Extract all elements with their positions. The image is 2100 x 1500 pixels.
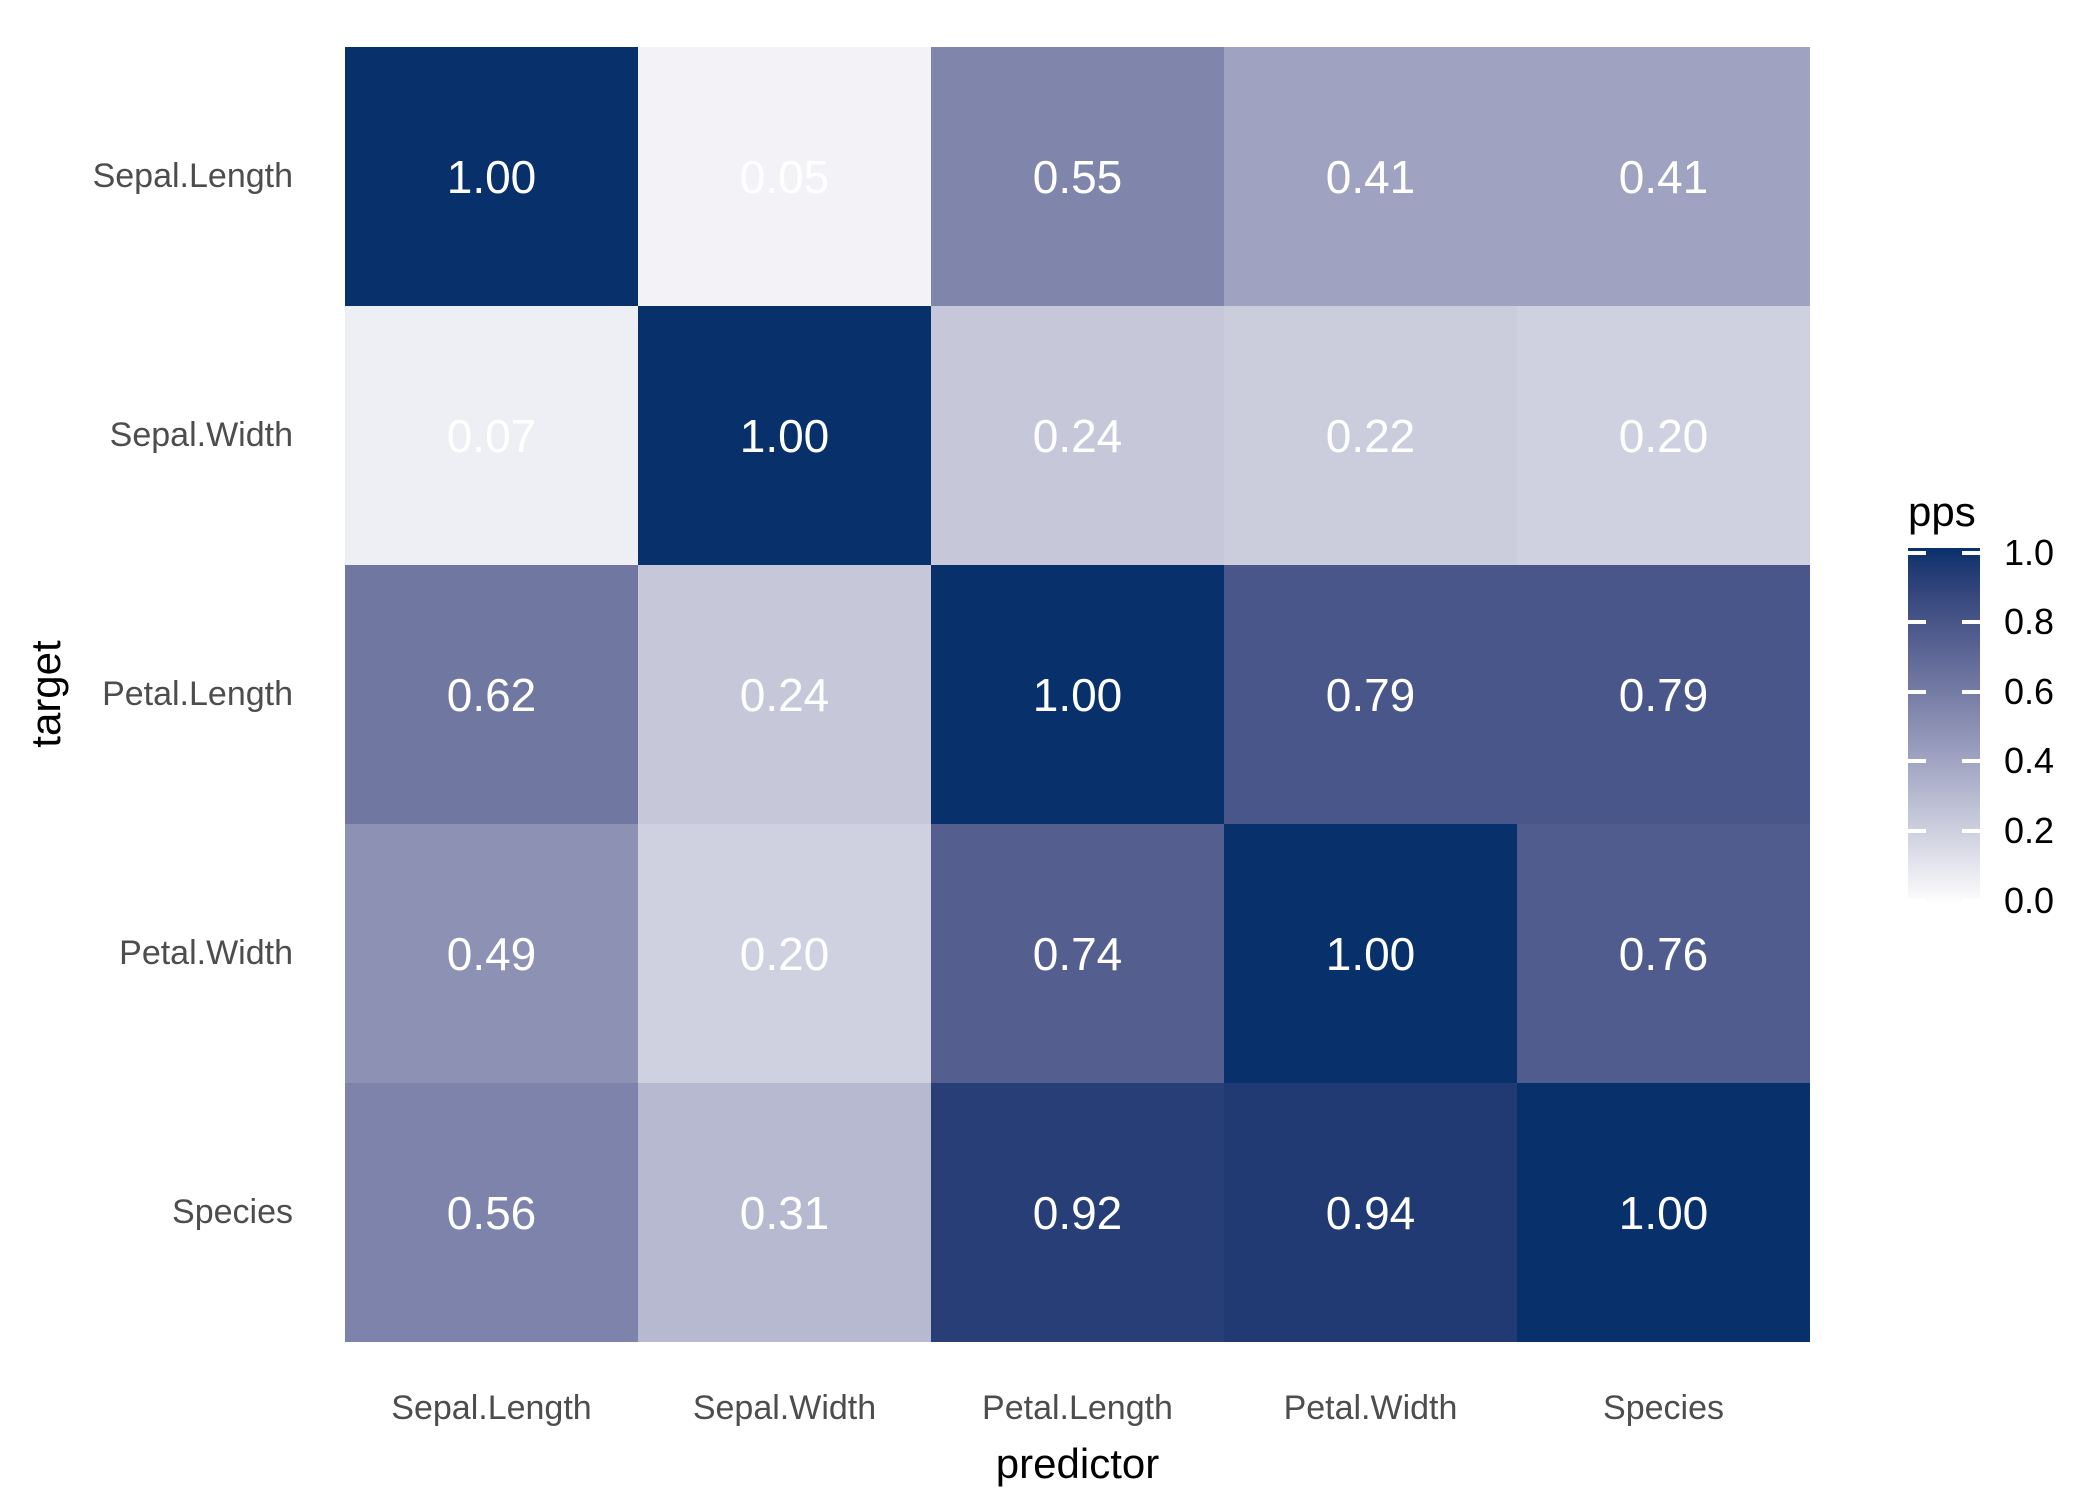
y-tick-label-Petal.Width: Petal.Width <box>119 934 293 972</box>
y-axis-title: target <box>22 640 69 748</box>
cell-value-label: 1.00 <box>1032 668 1123 721</box>
heatmap-cell-Petal.Length-Species: 0.79 <box>1517 565 1810 824</box>
legend-tick-label-0.2: 0.2 <box>2004 809 2055 851</box>
cell-value-label: 0.24 <box>739 668 830 721</box>
cell-value-label: 0.79 <box>1325 668 1416 721</box>
cell-value-label: 0.05 <box>739 150 830 203</box>
heatmap-cell-Species-Sepal.Width: 0.31 <box>638 1083 931 1342</box>
x-tick-label-Species: Species <box>1603 1388 1724 1427</box>
heatmap-cell-Sepal.Width-Species: 0.20 <box>1517 306 1810 565</box>
cell-value-label: 0.76 <box>1618 927 1709 980</box>
legend-tick-mark-left <box>1908 620 1926 625</box>
legend-tick-mark-left <box>1908 689 1926 694</box>
legend-tick-mark-right <box>1962 828 1980 833</box>
cell-value-label: 0.74 <box>1032 927 1123 980</box>
x-tick-label-Sepal.Width: Sepal.Width <box>692 1388 877 1427</box>
heatmap-cell-Species-Petal.Width: 0.94 <box>1224 1083 1517 1342</box>
heatmap-cell-Species-Species: 1.00 <box>1517 1083 1810 1342</box>
legend-colorbar <box>1908 548 1980 905</box>
legend-tick-label-0.4: 0.4 <box>2004 740 2055 782</box>
y-tick-label-Species: Species <box>172 1193 293 1231</box>
cell-value-label: 0.62 <box>446 668 537 721</box>
legend-tick-mark-right <box>1962 759 1980 764</box>
heatmap-cell-Species-Petal.Length: 0.92 <box>931 1083 1224 1342</box>
cell-value-label: 0.41 <box>1325 150 1416 203</box>
cell-value-label: 0.07 <box>446 409 537 462</box>
x-tick-label-Sepal.Length: Sepal.Length <box>391 1388 592 1427</box>
legend-tick-mark-right <box>1962 620 1980 625</box>
cell-value-label: 0.20 <box>739 927 830 980</box>
heatmap-cell-Sepal.Length-Sepal.Length: 1.00 <box>345 47 638 306</box>
heatmap-cell-Petal.Length-Petal.Width: 0.79 <box>1224 565 1517 824</box>
legend-tick-label-1.0: 1.0 <box>2004 531 2055 573</box>
legend-tick-mark-left <box>1908 898 1926 903</box>
heatmap-grid: 1.00 0.05 0.55 0.41 0.41 0.07 1.00 0.24 0.22 0.20… <box>345 47 1810 1342</box>
heatmap-cell-Sepal.Width-Petal.Length: 0.24 <box>931 306 1224 565</box>
cell-value-label: 0.94 <box>1325 1186 1416 1239</box>
heatmap-cell-Sepal.Width-Petal.Width: 0.22 <box>1224 306 1517 565</box>
cell-value-label: 1.00 <box>446 150 537 203</box>
heatmap-cell-Petal.Width-Petal.Length: 0.74 <box>931 824 1224 1083</box>
legend-tick-mark-right <box>1962 550 1980 555</box>
cell-value-label: 0.92 <box>1032 1186 1123 1239</box>
cell-value-label: 0.41 <box>1618 150 1709 203</box>
cell-value-label: 0.55 <box>1032 150 1123 203</box>
legend-title: pps <box>1908 488 1976 535</box>
y-tick-label-Sepal.Width: Sepal.Width <box>109 416 293 454</box>
x-tick-label-Petal.Width: Petal.Width <box>1283 1388 1458 1427</box>
heatmap-cell-Petal.Width-Sepal.Width: 0.20 <box>638 824 931 1083</box>
x-axis-title: predictor <box>995 1440 1160 1487</box>
cell-value-label: 0.24 <box>1032 409 1123 462</box>
legend-tick-mark-right <box>1962 898 1980 903</box>
heatmap-cell-Petal.Width-Species: 0.76 <box>1517 824 1810 1083</box>
heatmap-cell-Sepal.Width-Sepal.Width: 1.00 <box>638 306 931 565</box>
x-tick-label-Petal.Length: Petal.Length <box>982 1388 1173 1427</box>
legend-tick-mark-right <box>1962 689 1980 694</box>
legend-tick-label-0.6: 0.6 <box>2004 670 2055 712</box>
cell-value-label: 0.79 <box>1618 668 1709 721</box>
heatmap-cell-Sepal.Length-Species: 0.41 <box>1517 47 1810 306</box>
cell-value-label: 1.00 <box>1618 1186 1709 1239</box>
legend-tick-mark-left <box>1908 550 1926 555</box>
heatmap-cell-Sepal.Length-Petal.Width: 0.41 <box>1224 47 1517 306</box>
cell-value-label: 1.00 <box>739 409 830 462</box>
heatmap-cell-Petal.Length-Petal.Length: 1.00 <box>931 565 1224 824</box>
legend-tick-mark-left <box>1908 828 1926 833</box>
heatmap-cell-Petal.Width-Petal.Width: 1.00 <box>1224 824 1517 1083</box>
legend-tick-mark-left <box>1908 759 1926 764</box>
heatmap-cell-Sepal.Width-Sepal.Length: 0.07 <box>345 306 638 565</box>
cell-value-label: 0.49 <box>446 927 537 980</box>
heatmap-cell-Species-Sepal.Length: 0.56 <box>345 1083 638 1342</box>
cell-value-label: 0.20 <box>1618 409 1709 462</box>
heatmap-cell-Petal.Length-Sepal.Length: 0.62 <box>345 565 638 824</box>
heatmap-cell-Sepal.Length-Petal.Length: 0.55 <box>931 47 1224 306</box>
cell-value-label: 1.00 <box>1325 927 1416 980</box>
heatmap-cell-Petal.Length-Sepal.Width: 0.24 <box>638 565 931 824</box>
legend-tick-label-0.0: 0.0 <box>2004 879 2055 921</box>
y-tick-label-Petal.Length: Petal.Length <box>102 675 293 713</box>
cell-value-label: 0.22 <box>1325 409 1416 462</box>
heatmap-cell-Petal.Width-Sepal.Length: 0.49 <box>345 824 638 1083</box>
cell-value-label: 0.31 <box>739 1186 830 1239</box>
legend-tick-label-0.8: 0.8 <box>2004 601 2055 643</box>
heatmap-cell-Sepal.Length-Sepal.Width: 0.05 <box>638 47 931 306</box>
y-tick-label-Sepal.Length: Sepal.Length <box>92 157 293 195</box>
cell-value-label: 0.56 <box>446 1186 537 1239</box>
